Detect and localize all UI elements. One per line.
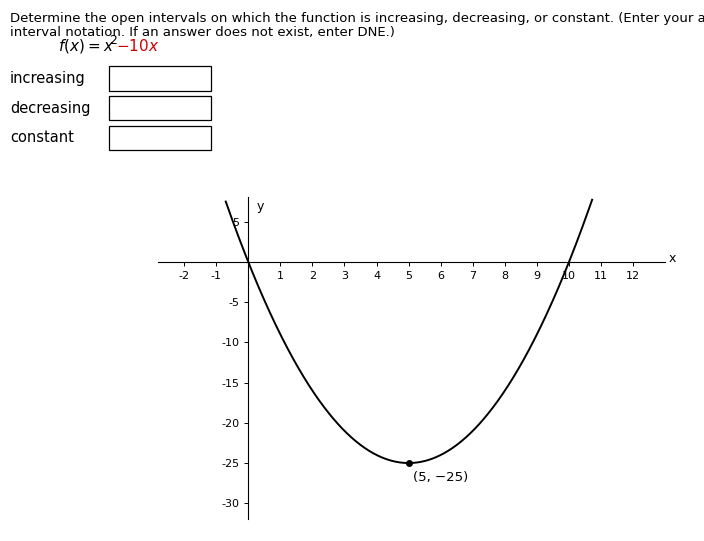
Text: $\mathit{ - 10x}$: $\mathit{ - 10x}$ <box>116 38 160 54</box>
Text: $2$: $2$ <box>109 34 118 47</box>
Text: interval notation. If an answer does not exist, enter DNE.): interval notation. If an answer does not… <box>10 26 395 39</box>
Text: (5, −25): (5, −25) <box>413 471 469 484</box>
Text: constant: constant <box>10 130 74 146</box>
Text: Determine the open intervals on which the function is increasing, decreasing, or: Determine the open intervals on which th… <box>10 12 704 25</box>
Text: x: x <box>669 252 676 265</box>
Text: $f(x) = x$: $f(x) = x$ <box>58 37 114 55</box>
Text: decreasing: decreasing <box>10 101 90 116</box>
Text: increasing: increasing <box>10 71 86 86</box>
Text: y: y <box>256 200 263 213</box>
